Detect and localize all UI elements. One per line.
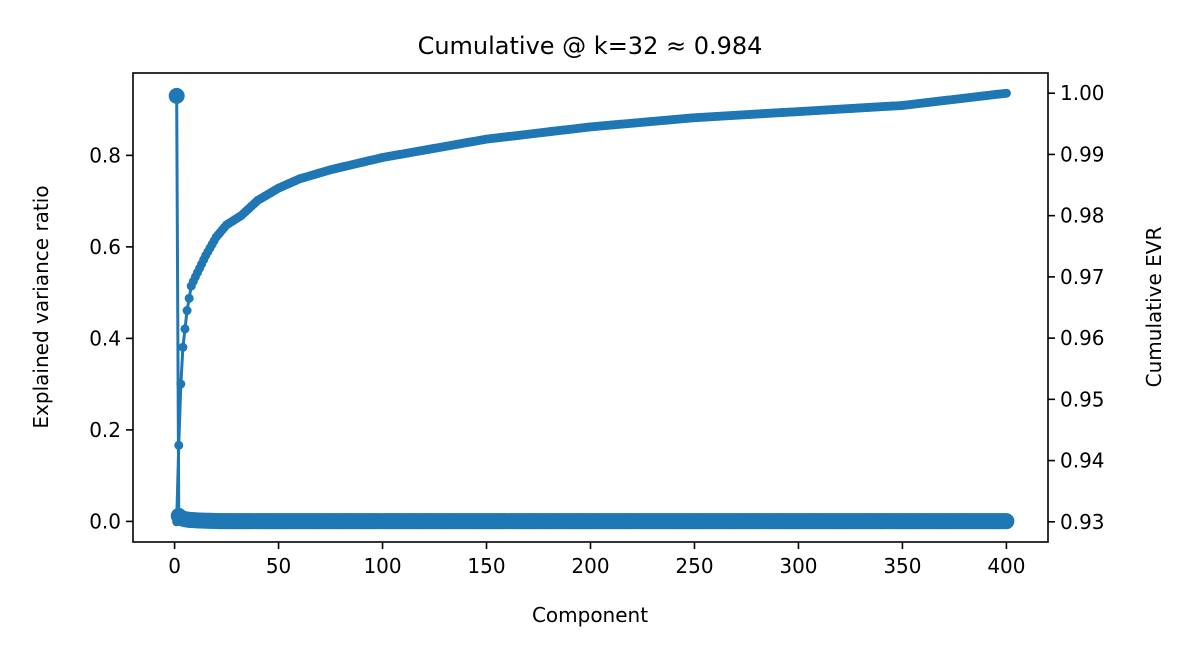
left-y-axis-label: Explained variance ratio xyxy=(29,185,53,428)
explained-variance-series xyxy=(168,87,1015,530)
cumulative-evr-point xyxy=(184,293,194,303)
x-axis-label: Component xyxy=(532,603,648,627)
x-tick-label: 400 xyxy=(987,554,1025,578)
explained-variance-point xyxy=(998,513,1015,530)
right-y-tick-label: 0.93 xyxy=(1060,510,1105,534)
right-y-tick-label: 0.95 xyxy=(1060,387,1105,411)
x-tick-label: 350 xyxy=(883,554,921,578)
cumulative-evr-point xyxy=(180,324,190,334)
explained-variance-point xyxy=(168,87,185,104)
right-y-axis-label: Cumulative EVR xyxy=(1142,227,1166,388)
right-y-tick-label: 0.96 xyxy=(1060,326,1105,350)
x-tick-label: 50 xyxy=(266,554,291,578)
x-tick-label: 250 xyxy=(675,554,713,578)
plot-area xyxy=(132,72,1049,543)
right-y-tick-label: 0.99 xyxy=(1060,142,1105,166)
x-tick-label: 0 xyxy=(168,554,181,578)
cumulative-evr-point xyxy=(182,306,192,316)
left-y-tick-label: 0.2 xyxy=(89,418,121,442)
left-y-axis-ticks: 0.0 0.2 0.4 0.6 0.8 xyxy=(89,143,133,533)
x-axis-ticks: 0 50 100 150 200 250 300 350 400 xyxy=(168,542,1026,578)
chart-title: Cumulative @ k=32 ≈ 0.984 xyxy=(418,32,763,60)
right-y-tick-label: 0.97 xyxy=(1060,265,1105,289)
left-y-tick-label: 0.0 xyxy=(89,509,121,533)
left-y-tick-label: 0.8 xyxy=(89,143,121,167)
right-y-axis-ticks: 0.93 0.94 0.95 0.96 0.97 0.98 0.99 1.00 xyxy=(1048,81,1105,534)
right-y-tick-label: 0.98 xyxy=(1060,204,1105,228)
x-tick-label: 200 xyxy=(571,554,609,578)
cumulative-evr-point xyxy=(172,517,182,527)
x-tick-label: 300 xyxy=(779,554,817,578)
cumulative-evr-point xyxy=(178,342,188,352)
x-tick-label: 150 xyxy=(467,554,505,578)
cumulative-evr-point xyxy=(174,440,184,450)
cumulative-evr-point xyxy=(176,379,186,389)
right-y-tick-label: 1.00 xyxy=(1060,81,1105,105)
right-y-tick-label: 0.94 xyxy=(1060,449,1105,473)
left-y-tick-label: 0.6 xyxy=(89,235,121,259)
cumulative-evr-series xyxy=(172,88,1011,527)
cumulative-evr-point xyxy=(1001,88,1011,98)
x-tick-label: 100 xyxy=(363,554,401,578)
left-y-tick-label: 0.4 xyxy=(89,326,121,350)
